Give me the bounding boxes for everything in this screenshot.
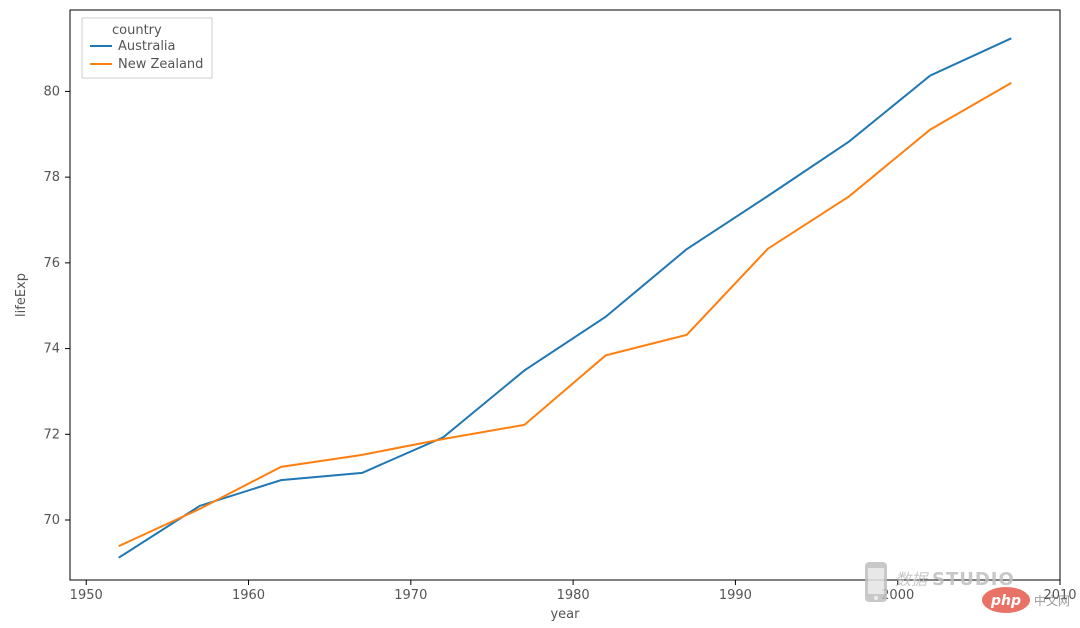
php-badge-text: php — [990, 593, 1021, 609]
phone-screen — [868, 568, 884, 594]
chart-container: 1950196019701980199020002010 70727476788… — [0, 0, 1080, 624]
line-chart: 1950196019701980199020002010 70727476788… — [0, 0, 1080, 624]
legend: country Australia New Zealand — [82, 18, 212, 78]
y-tick-label: 76 — [43, 256, 60, 271]
x-tick-label: 1950 — [70, 588, 103, 603]
watermark-text-2: STUDIO — [932, 569, 1015, 590]
x-axis-label: year — [550, 607, 580, 622]
legend-item-label: Australia — [118, 39, 176, 54]
y-axis-label: lifeExp — [14, 273, 29, 317]
y-tick-label: 80 — [43, 84, 60, 99]
legend-item-label: New Zealand — [118, 57, 203, 72]
x-tick-label: 1960 — [232, 588, 265, 603]
y-tick-label: 70 — [43, 513, 60, 528]
plot-background — [70, 10, 1060, 580]
watermark-text-1: 数据 — [895, 570, 929, 589]
y-tick-label: 78 — [43, 170, 60, 185]
y-axis: 70 72 74 76 78 80 — [43, 84, 70, 528]
y-tick-label: 72 — [43, 427, 60, 442]
php-cn-text: 中文网 — [1034, 593, 1070, 608]
y-tick-label: 74 — [43, 342, 60, 357]
legend-title: country — [112, 23, 162, 38]
phone-button — [874, 596, 878, 600]
x-tick-label: 1980 — [557, 588, 590, 603]
x-tick-label: 1990 — [719, 588, 752, 603]
x-tick-label: 1970 — [394, 588, 427, 603]
